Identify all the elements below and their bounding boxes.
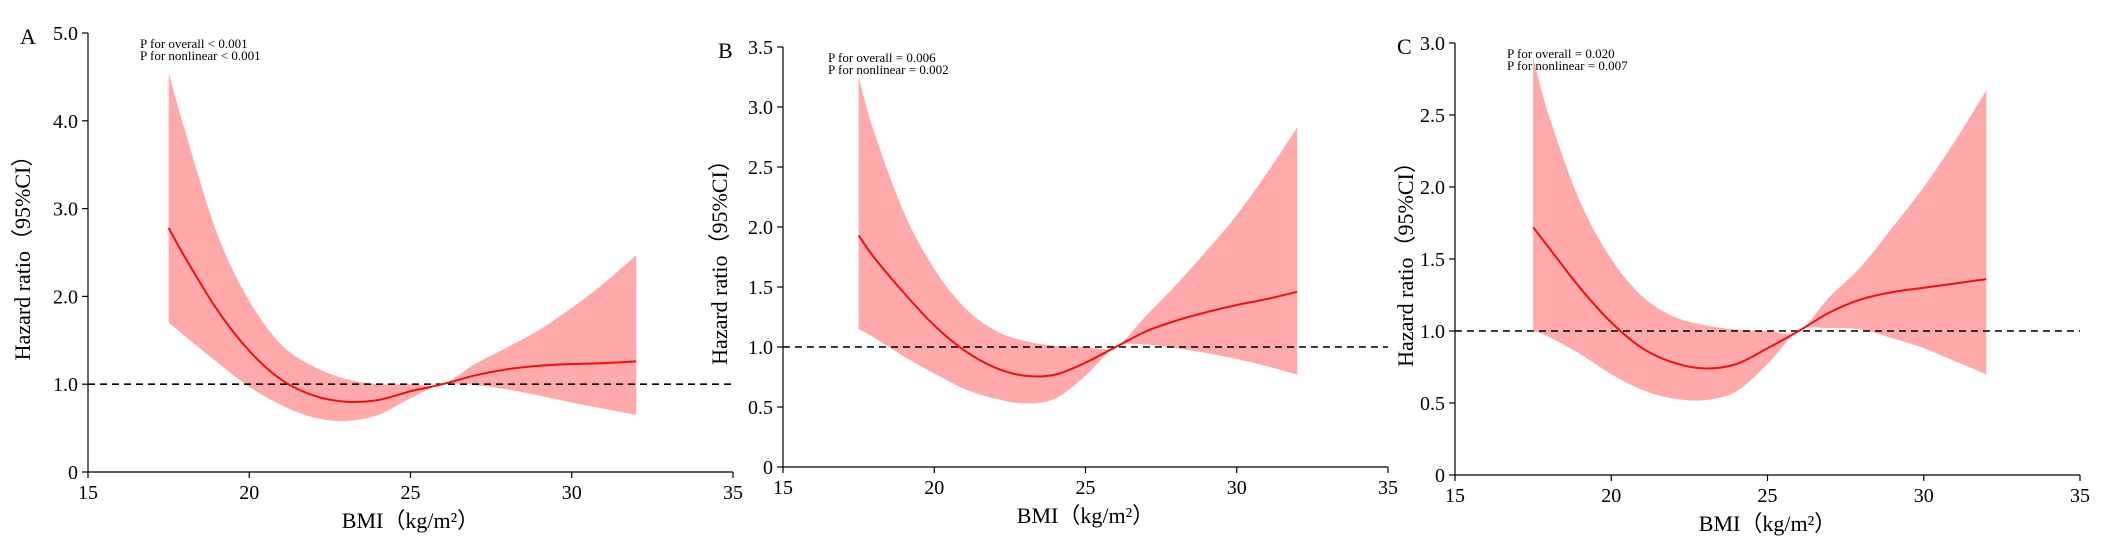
panel-letter: A <box>20 24 36 49</box>
y-tick-label: 4.0 <box>53 111 78 133</box>
y-tick-label: 0 <box>68 462 78 484</box>
y-tick-label: 0.5 <box>748 397 773 419</box>
p-value-annotation: P for nonlinear = 0.007 <box>1507 58 1628 73</box>
confidence-band <box>1533 57 1987 401</box>
x-tick-label: 20 <box>1601 485 1621 507</box>
y-tick-label: 0 <box>1435 465 1445 487</box>
y-tick-label: 2.0 <box>1420 177 1445 199</box>
y-tick-label: 2.5 <box>748 157 773 179</box>
x-tick-label: 25 <box>1076 477 1096 499</box>
x-tick-label: 15 <box>78 482 98 504</box>
y-tick-label: 0.5 <box>1420 393 1445 415</box>
y-axis-label: Hazard ratio（95%CI） <box>1393 151 1418 367</box>
y-tick-label: 2.5 <box>1420 105 1445 127</box>
y-tick-label: 2.0 <box>53 286 78 308</box>
panel-a: 0 1.0 2.0 3.0 4.0 5.0 15 20 25 30 35 BMI（kg/m²） Haza… <box>10 23 743 533</box>
confidence-band <box>858 77 1298 404</box>
hazard-ratio-curve <box>857 234 1298 378</box>
y-tick-label: 5.0 <box>53 23 78 45</box>
y-tick-label: 3.0 <box>748 97 773 119</box>
p-value-annotation: P for overall = 0.006 <box>828 50 936 65</box>
p-value-annotation: P for nonlinear = 0.002 <box>828 62 949 77</box>
y-tick-label: 1.0 <box>1420 321 1445 343</box>
y-axis-label: Hazard ratio（95%CI） <box>10 145 35 361</box>
hazard-ratio-curve <box>167 227 637 404</box>
y-tick-label: 1.0 <box>748 337 773 359</box>
x-tick-label: 20 <box>239 482 259 504</box>
panel-c: 0 0.5 1.0 1.5 2.0 2.5 3.0 15 20 25 30 35 BMI（kg/m²） H… <box>1393 33 2090 536</box>
x-tick-label: 20 <box>924 477 944 499</box>
y-tick-label: 1.5 <box>1420 249 1445 271</box>
panel-b: 0 0.5 1.0 1.5 2.0 2.5 3.0 3.5 15 20 25 30 35 BMI（kg/m… <box>707 37 1398 528</box>
y-tick-label: 1.0 <box>53 374 78 396</box>
p-value-annotation: P for nonlinear < 0.001 <box>140 48 261 63</box>
y-tick-label: 3.0 <box>53 199 78 221</box>
x-tick-label: 30 <box>1914 485 1934 507</box>
hazard-ratio-curve <box>1532 226 1987 370</box>
x-tick-label: 30 <box>562 482 582 504</box>
y-tick-label: 3.5 <box>748 37 773 59</box>
y-tick-label: 0 <box>763 457 773 479</box>
p-value-annotation: P for overall = 0.020 <box>1507 46 1615 61</box>
x-axis-label: BMI（kg/m²） <box>1699 511 1836 536</box>
x-tick-label: 35 <box>2070 485 2090 507</box>
p-value-annotation: P for overall < 0.001 <box>140 36 248 51</box>
x-tick-label: 25 <box>1758 485 1778 507</box>
x-tick-label: 15 <box>773 477 793 499</box>
y-tick-label: 1.5 <box>748 277 773 299</box>
x-axis-label: BMI（kg/m²） <box>1017 503 1154 528</box>
y-tick-label: 3.0 <box>1420 33 1445 55</box>
panel-letter: B <box>718 38 733 63</box>
x-tick-label: 25 <box>401 482 421 504</box>
panel-letter: C <box>1397 34 1412 59</box>
y-tick-label: 2.0 <box>748 217 773 239</box>
x-tick-label: 15 <box>1445 485 1465 507</box>
x-axis-label: BMI（kg/m²） <box>342 508 479 533</box>
confidence-band <box>168 72 637 422</box>
x-tick-label: 35 <box>1378 477 1398 499</box>
y-axis-label: Hazard ratio（95%CI） <box>707 149 732 365</box>
x-tick-label: 35 <box>723 482 743 504</box>
x-tick-label: 30 <box>1227 477 1247 499</box>
